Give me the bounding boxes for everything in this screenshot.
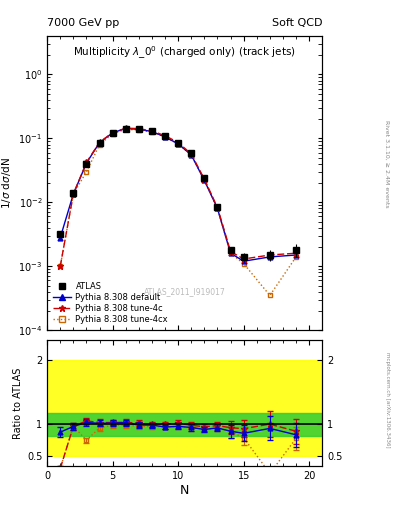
Text: Rivet 3.1.10, ≥ 2.4M events: Rivet 3.1.10, ≥ 2.4M events: [385, 120, 389, 208]
Text: Soft QCD: Soft QCD: [272, 18, 322, 28]
Y-axis label: Ratio to ATLAS: Ratio to ATLAS: [13, 368, 23, 439]
Text: mcplots.cern.ch [arXiv:1306.3436]: mcplots.cern.ch [arXiv:1306.3436]: [385, 352, 389, 447]
Legend: ATLAS, Pythia 8.308 default, Pythia 8.308 tune-4c, Pythia 8.308 tune-4cx: ATLAS, Pythia 8.308 default, Pythia 8.30…: [51, 281, 170, 326]
Y-axis label: 1/$\sigma$ d$\sigma$/dN: 1/$\sigma$ d$\sigma$/dN: [0, 157, 13, 209]
Text: ATLAS_2011_I919017: ATLAS_2011_I919017: [144, 287, 226, 296]
Text: 7000 GeV pp: 7000 GeV pp: [47, 18, 119, 28]
Bar: [47, 413, 322, 436]
Text: Multiplicity $\lambda\_0^0$ (charged only) (track jets): Multiplicity $\lambda\_0^0$ (charged onl…: [73, 45, 296, 61]
X-axis label: N: N: [180, 483, 189, 497]
Bar: [47, 360, 322, 456]
